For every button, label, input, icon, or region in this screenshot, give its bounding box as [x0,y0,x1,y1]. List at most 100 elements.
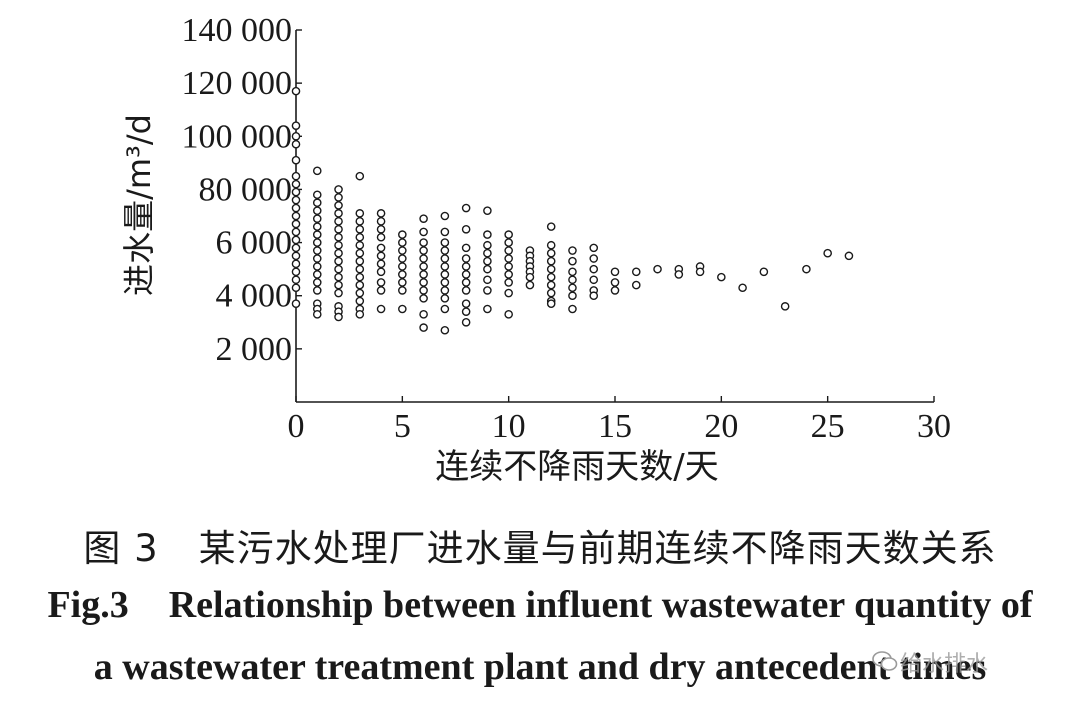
data-point [504,270,513,279]
data-point [568,291,577,301]
data-point [504,254,513,263]
data-point [483,286,492,295]
data-point [504,238,513,247]
data-point [419,278,428,287]
data-point [440,286,450,295]
data-point [312,166,322,176]
data-point [631,280,641,290]
data-point [312,286,322,295]
data-point [312,238,322,247]
data-point [483,256,492,266]
data-point [355,256,365,266]
data-point [461,307,471,316]
data-point [568,267,577,277]
caption-chinese-text: 某污水处理厂进水量与前期连续不降雨天数关系 [198,527,997,570]
data-point [355,224,365,234]
data-point [376,278,386,287]
y-axis-label: 进水量/m³/d [120,114,158,296]
data-point [419,310,428,319]
data-point [291,259,301,269]
data-point [504,288,513,298]
watermark-text: 给水排水 [900,652,989,677]
data-point [461,262,471,271]
data-point [398,238,407,247]
x-tick-labels: 0 5 10 15 20 25 30 [288,408,952,445]
data-point [419,238,428,247]
data-point [440,246,450,255]
data-point [504,262,513,271]
data-point [440,262,450,271]
data-point [312,254,322,263]
data-point [780,302,790,311]
data-point [334,185,343,194]
data-point [546,272,556,282]
data-point [483,206,492,215]
data-point [334,217,343,226]
data-point [419,294,428,303]
scatter-chart: 0 5 10 15 20 25 30 2 000 4 000 6 000 80 000 100 00… [120,12,952,487]
data-point [568,283,577,293]
y-tick-label: 4 000 [216,278,293,315]
data-point [589,254,599,263]
data-point [419,254,428,263]
data-point [759,267,769,277]
chart-axes [295,29,935,403]
data-point [504,230,513,239]
data-point [291,139,301,149]
data-point [525,280,535,290]
data-point [376,267,386,277]
caption-english-line1: Fig.3 Relationship between influent waste… [0,583,1080,627]
data-point [334,272,343,282]
x-tick-label: 25 [811,408,845,445]
data-point [419,214,428,223]
data-point [355,272,365,282]
data-point [312,246,322,255]
data-point [483,240,492,250]
data-point [291,235,301,245]
data-point [398,230,407,239]
data-point [440,270,450,279]
data-point [312,190,322,200]
data-point [291,179,301,189]
data-point [546,264,556,274]
data-point [546,299,556,308]
data-point [461,286,471,295]
x-tick-label: 5 [394,408,411,445]
data-point [376,243,386,253]
y-tick-label: 100 000 [182,118,293,155]
data-point [610,267,620,277]
data-point [440,304,450,314]
data-point [312,270,322,279]
data-point [312,214,322,223]
data-point [334,280,343,290]
data-point [568,246,577,255]
data-point [419,227,428,237]
data-point [440,227,450,237]
data-point [376,259,386,269]
data-point [376,232,386,242]
caption-english-label: Fig.3 [47,584,129,626]
data-point [461,254,471,263]
data-point [291,155,301,165]
data-point [483,230,492,239]
data-point [312,198,322,208]
data-point [334,224,343,234]
data-point [504,310,513,319]
data-point [589,275,599,285]
data-point [589,243,599,253]
data-point [419,246,428,255]
x-tick-label: 20 [704,408,738,445]
y-tick-label: 120 000 [182,65,293,102]
data-point [291,195,301,205]
data-point [355,280,365,290]
y-tick-labels: 2 000 4 000 6 000 80 000 100 000 120 000 140 0… [182,12,293,368]
data-point [355,296,365,306]
data-point [355,171,365,181]
data-points [291,86,854,335]
y-tick-label: 2 000 [216,331,293,368]
data-point [419,323,428,332]
data-point [461,317,471,327]
data-point [376,251,386,261]
data-point [376,209,386,218]
data-point [589,264,599,274]
